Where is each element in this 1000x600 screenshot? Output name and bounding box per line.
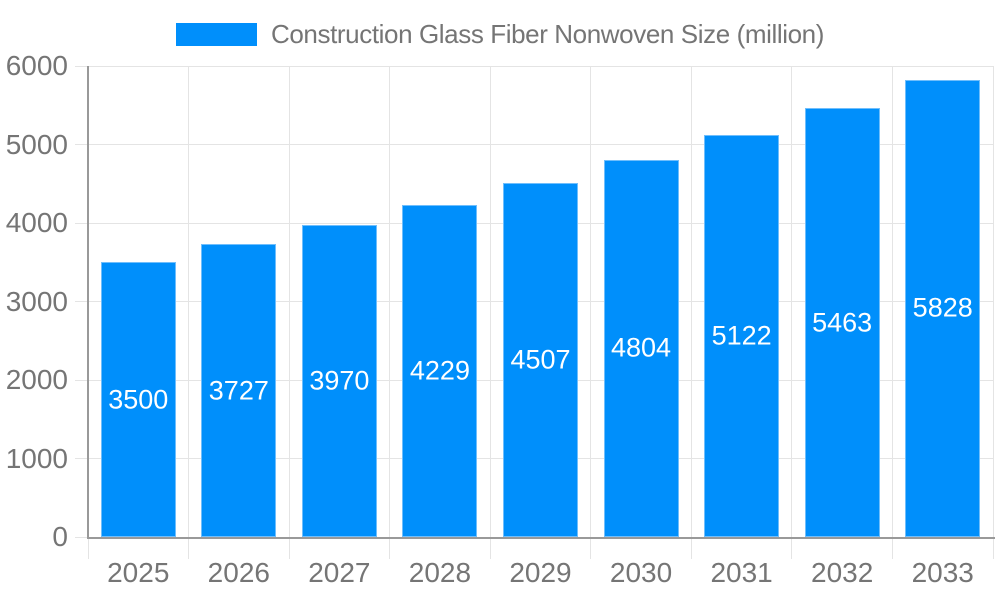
bar-value-label: 5828 — [912, 292, 973, 323]
gridline-x — [489, 66, 491, 559]
x-tick-label: 2028 — [408, 557, 472, 588]
bar-value-label: 4229 — [409, 355, 470, 386]
bar[interactable] — [201, 244, 277, 537]
gridline-x — [791, 66, 793, 559]
bar-value-label: 4507 — [510, 344, 571, 375]
x-tick-label: 2026 — [207, 557, 270, 588]
y-tick-label: 4000 — [5, 207, 68, 238]
bar[interactable] — [905, 79, 981, 537]
gridline-x — [188, 66, 190, 559]
legend[interactable]: Construction Glass Fiber Nonwoven Size (… — [0, 19, 1000, 50]
gridline-x — [288, 66, 290, 559]
gridline-x — [992, 66, 994, 559]
bar[interactable] — [704, 134, 780, 537]
bar-value-label: 3727 — [208, 375, 269, 406]
bar[interactable] — [603, 159, 679, 537]
y-tick-label: 1000 — [5, 442, 68, 474]
y-tick-label: 3000 — [5, 285, 68, 317]
bar[interactable] — [301, 225, 377, 537]
x-tick-label: 2031 — [710, 557, 773, 588]
bar-value-label: 5463 — [812, 307, 873, 338]
y-tick-label: 0 — [52, 521, 68, 552]
bar[interactable] — [402, 205, 478, 537]
x-tick-label: 2025 — [107, 557, 170, 588]
gridline-x — [891, 66, 893, 559]
gridline-x — [389, 66, 391, 559]
bar[interactable] — [100, 262, 176, 537]
bar-value-label: 3970 — [309, 365, 370, 396]
bar-value-label: 3500 — [108, 384, 169, 415]
gridline-x — [690, 66, 692, 559]
gridline-x — [590, 66, 592, 559]
gridline-y — [75, 65, 993, 67]
x-axis-line — [87, 537, 995, 539]
bar[interactable] — [804, 108, 880, 537]
gridline-y — [75, 144, 993, 145]
x-tick-label: 2029 — [509, 557, 572, 588]
y-tick-label: 6000 — [5, 50, 68, 81]
legend-swatch — [175, 23, 257, 46]
x-tick-label: 2030 — [609, 557, 673, 588]
y-axis-line — [87, 66, 89, 537]
bar-value-label: 4804 — [611, 332, 672, 363]
x-tick-label: 2027 — [308, 557, 371, 588]
bar[interactable] — [503, 183, 578, 537]
bar-value-label: 5122 — [711, 320, 772, 351]
x-tick-label: 2033 — [911, 557, 974, 588]
y-tick-label: 5000 — [5, 128, 68, 160]
x-tick-label: 2032 — [811, 557, 874, 588]
legend-label: Construction Glass Fiber Nonwoven Size (… — [270, 19, 824, 49]
y-tick-label: 2000 — [5, 364, 68, 395]
